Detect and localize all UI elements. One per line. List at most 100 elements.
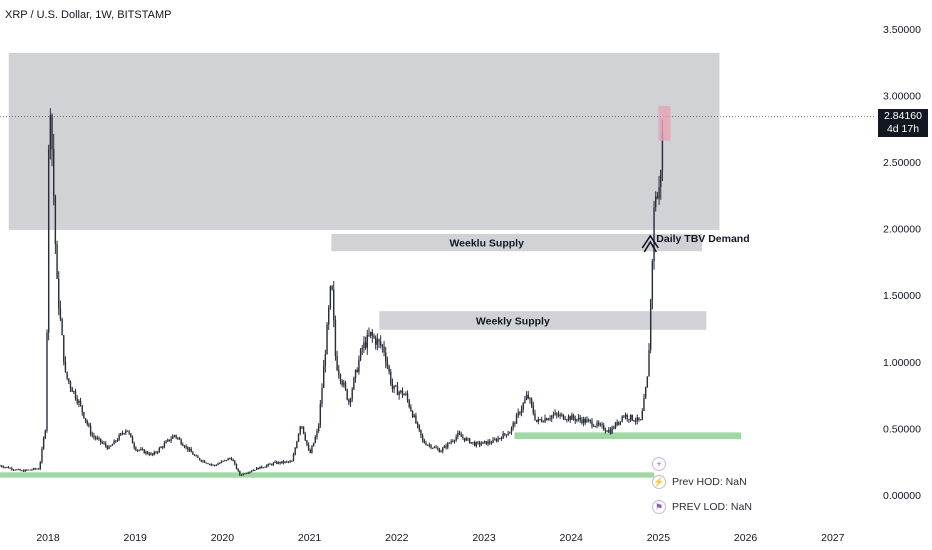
candle-body <box>155 451 157 453</box>
candle-body <box>542 421 545 423</box>
candle-body <box>505 434 508 436</box>
candle-body <box>188 448 191 451</box>
candle-body <box>661 131 664 171</box>
candle-body <box>245 473 248 474</box>
x-tick-label: 2018 <box>36 532 60 544</box>
demand-arrow-icon <box>641 234 659 253</box>
candle-body <box>349 398 352 403</box>
candle-body <box>483 441 486 442</box>
flag-icon: ⚑ <box>652 500 666 514</box>
candle-body <box>311 446 313 453</box>
x-tick-label: 2025 <box>647 532 671 544</box>
candle-body <box>390 371 392 384</box>
candle-body <box>16 469 18 471</box>
candle-body <box>562 414 565 420</box>
candle-body <box>359 349 362 360</box>
candle-body <box>269 463 271 465</box>
candle-body <box>514 423 516 424</box>
candle-body <box>163 443 166 448</box>
candle-body <box>639 419 642 421</box>
candle-body <box>299 426 301 434</box>
candle-body <box>58 278 60 309</box>
candle-body <box>94 437 97 439</box>
candle-body <box>504 433 506 435</box>
candle-body <box>54 196 57 245</box>
candle-body <box>89 426 92 435</box>
candle-body <box>133 443 135 448</box>
candle-body <box>203 460 206 463</box>
candle-body <box>4 467 6 468</box>
demand-zone-4 <box>0 472 655 478</box>
candle-body <box>7 466 10 469</box>
candle-body <box>447 442 449 448</box>
candle-body <box>408 400 410 407</box>
candle-body <box>135 447 137 451</box>
candle-body <box>242 473 244 475</box>
candle-body <box>348 399 350 403</box>
candle-body <box>472 442 474 443</box>
candle-body <box>566 419 568 421</box>
legend-add-row[interactable]: + <box>652 457 672 471</box>
candle-body <box>544 418 546 422</box>
candle-body <box>393 385 395 389</box>
candle-body <box>6 466 8 468</box>
candle-body <box>546 418 548 421</box>
candle-body <box>177 437 179 439</box>
candle-body <box>569 416 571 420</box>
candle-body <box>229 458 231 460</box>
candle-body <box>219 462 221 464</box>
candle-body <box>217 463 219 466</box>
candle-body <box>103 443 105 444</box>
candle-body <box>582 418 585 424</box>
candle-body <box>561 414 563 416</box>
candle-body <box>540 419 543 422</box>
candle-body <box>413 415 415 417</box>
y-tick-label: 2.50000 <box>883 157 921 169</box>
candle-body <box>344 382 347 390</box>
candle-body <box>468 438 471 444</box>
candle-body <box>277 461 280 464</box>
candle-body <box>440 451 442 453</box>
candle-body <box>507 433 509 436</box>
candle-body <box>165 441 167 444</box>
candle-body <box>187 446 189 451</box>
candle-body <box>71 387 73 392</box>
candle-body <box>36 468 38 470</box>
candle-body <box>437 448 439 450</box>
candle-body <box>374 337 377 345</box>
y-tick-label: 2.00000 <box>883 224 921 236</box>
candle-body <box>81 405 83 413</box>
candle-body <box>608 429 610 432</box>
candle-body <box>213 464 216 466</box>
candles-layer <box>0 108 664 476</box>
candle-body <box>59 308 62 320</box>
prev-hod-label: Prev HOD: NaN <box>672 476 747 488</box>
candle-body <box>477 442 479 444</box>
candle-body <box>581 419 583 424</box>
candle-body <box>145 451 147 454</box>
plus-circle-icon[interactable]: + <box>652 457 666 471</box>
candle-body <box>44 430 47 439</box>
candle-body <box>500 438 503 439</box>
candle-body <box>234 461 236 464</box>
candle-body <box>421 435 424 441</box>
candle-body <box>2 466 5 468</box>
candle-body <box>594 426 597 427</box>
candle-body <box>212 464 214 466</box>
candle-body <box>279 461 281 464</box>
candle-body <box>341 380 343 385</box>
candle-body <box>364 342 367 348</box>
supply-zone-2 <box>379 311 707 330</box>
candle-body <box>618 421 620 425</box>
candle-body <box>68 378 70 383</box>
candle-body <box>11 468 13 470</box>
candle-body <box>12 469 15 471</box>
candle-body <box>648 349 650 377</box>
candle-body <box>458 432 461 435</box>
candle-body <box>329 286 332 308</box>
candle-body <box>91 434 93 436</box>
legend-prev-lod: ⚑ PREV LOD: NaN <box>652 500 752 514</box>
candle-body <box>556 413 558 415</box>
candle-body <box>416 423 419 425</box>
